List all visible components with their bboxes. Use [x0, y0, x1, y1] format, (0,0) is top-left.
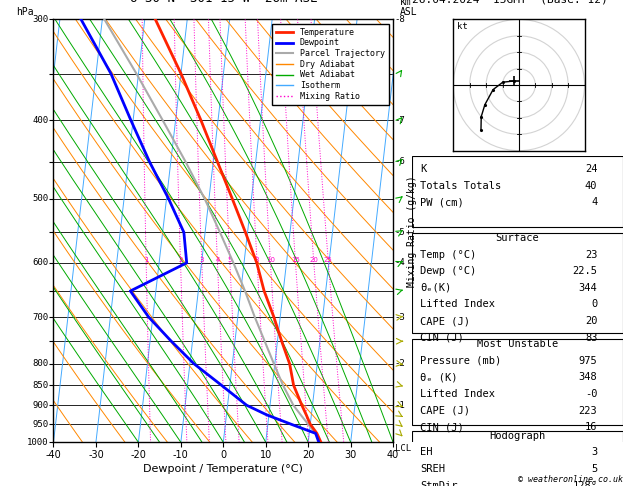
Text: 4: 4: [591, 197, 598, 208]
Text: 25: 25: [324, 257, 333, 262]
Text: 15: 15: [291, 257, 300, 262]
Bar: [412, 339, 623, 425]
Text: 400: 400: [32, 116, 48, 125]
Text: 24: 24: [585, 164, 598, 174]
Text: 20: 20: [585, 316, 598, 326]
Bar: [412, 156, 623, 227]
Text: Most Unstable: Most Unstable: [477, 339, 558, 349]
Text: θₑ (K): θₑ (K): [420, 372, 458, 382]
Legend: Temperature, Dewpoint, Parcel Trajectory, Dry Adiabat, Wet Adiabat, Isotherm, Mi: Temperature, Dewpoint, Parcel Trajectory…: [272, 24, 389, 105]
Text: 3: 3: [199, 257, 204, 262]
Text: -4: -4: [395, 259, 406, 267]
Text: -1: -1: [395, 401, 406, 410]
Text: CAPE (J): CAPE (J): [420, 316, 470, 326]
Text: 900: 900: [32, 401, 48, 410]
Text: 1: 1: [144, 257, 148, 262]
Text: 800: 800: [32, 359, 48, 368]
Text: Hodograph: Hodograph: [489, 431, 545, 441]
Text: 128°: 128°: [572, 481, 598, 486]
Text: kt: kt: [457, 22, 467, 31]
Text: CIN (J): CIN (J): [420, 422, 464, 432]
Text: 23: 23: [585, 250, 598, 260]
Text: K: K: [420, 164, 426, 174]
Text: -0: -0: [585, 389, 598, 399]
Text: Dewp (°C): Dewp (°C): [420, 266, 477, 276]
Text: 4: 4: [215, 257, 220, 262]
Text: 348: 348: [579, 372, 598, 382]
Text: -3: -3: [395, 312, 406, 322]
X-axis label: Dewpoint / Temperature (°C): Dewpoint / Temperature (°C): [143, 464, 303, 474]
Text: 700: 700: [32, 312, 48, 322]
Text: 22.5: 22.5: [572, 266, 598, 276]
Text: CIN (J): CIN (J): [420, 333, 464, 343]
Text: SREH: SREH: [420, 464, 445, 474]
Text: StmDir: StmDir: [420, 481, 458, 486]
Text: Surface: Surface: [496, 233, 539, 243]
Text: Temp (°C): Temp (°C): [420, 250, 477, 260]
Text: Lifted Index: Lifted Index: [420, 299, 496, 310]
Text: Mixing Ratio (g/kg): Mixing Ratio (g/kg): [407, 175, 417, 287]
Text: 26.04.2024  15GMT  (Base: 12): 26.04.2024 15GMT (Base: 12): [412, 0, 608, 5]
Text: Pressure (mb): Pressure (mb): [420, 356, 502, 365]
Text: Totals Totals: Totals Totals: [420, 181, 502, 191]
Text: 950: 950: [32, 420, 48, 429]
Text: 8: 8: [255, 257, 259, 262]
Text: 300: 300: [32, 15, 48, 24]
Text: 20: 20: [309, 257, 318, 262]
Text: 2: 2: [179, 257, 182, 262]
Text: 5: 5: [228, 257, 232, 262]
Text: 223: 223: [579, 405, 598, 416]
Text: 83: 83: [585, 333, 598, 343]
Text: 0: 0: [591, 299, 598, 310]
Text: 5: 5: [591, 464, 598, 474]
Text: LCL: LCL: [395, 444, 411, 453]
Text: 16: 16: [585, 422, 598, 432]
Text: hPa: hPa: [16, 7, 33, 17]
Text: -7: -7: [395, 116, 406, 125]
Bar: [412, 431, 623, 486]
Text: 850: 850: [32, 381, 48, 390]
Text: EH: EH: [420, 448, 433, 457]
Text: 500: 500: [32, 194, 48, 203]
Text: km
ASL: km ASL: [399, 0, 417, 17]
Text: © weatheronline.co.uk: © weatheronline.co.uk: [518, 474, 623, 484]
Text: PW (cm): PW (cm): [420, 197, 464, 208]
Text: θₑ(K): θₑ(K): [420, 283, 452, 293]
Text: 1000: 1000: [27, 438, 48, 447]
Text: Lifted Index: Lifted Index: [420, 389, 496, 399]
Bar: [412, 233, 623, 333]
Text: CAPE (J): CAPE (J): [420, 405, 470, 416]
Text: 600: 600: [32, 259, 48, 267]
Text: -5: -5: [395, 228, 406, 237]
Text: -8: -8: [395, 15, 406, 24]
Text: 344: 344: [579, 283, 598, 293]
Text: 975: 975: [579, 356, 598, 365]
Text: -6: -6: [395, 157, 406, 166]
Text: 3: 3: [591, 448, 598, 457]
Text: 10: 10: [266, 257, 275, 262]
Text: 40: 40: [585, 181, 598, 191]
Text: 6°30'N  301°15'W  26m ASL: 6°30'N 301°15'W 26m ASL: [130, 0, 317, 5]
Text: -2: -2: [395, 359, 406, 368]
